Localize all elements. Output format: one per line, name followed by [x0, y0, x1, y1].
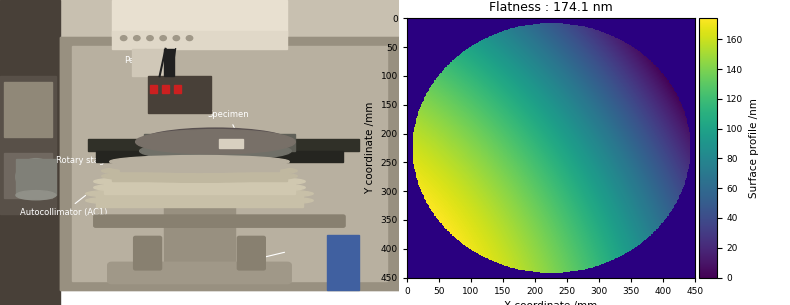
- Title: Flatness : 174.1 nm: Flatness : 174.1 nm: [489, 1, 613, 14]
- Bar: [0, 0, 60, 305]
- Bar: [164, 207, 235, 274]
- Ellipse shape: [102, 170, 297, 182]
- Circle shape: [160, 36, 167, 41]
- X-axis label: X coordinate /mm: X coordinate /mm: [504, 301, 598, 305]
- Circle shape: [147, 36, 153, 41]
- Bar: [120, 162, 280, 171]
- Bar: [96, 151, 343, 162]
- Bar: [174, 85, 181, 93]
- Bar: [16, 159, 56, 195]
- Text: Pentamirror: Pentamirror: [124, 56, 174, 79]
- Ellipse shape: [16, 159, 56, 195]
- Bar: [0, 0, 399, 37]
- Bar: [327, 235, 359, 290]
- Bar: [111, 0, 288, 37]
- Circle shape: [134, 36, 140, 41]
- Text: Specimen: Specimen: [208, 110, 249, 136]
- Bar: [164, 49, 174, 76]
- Y-axis label: Surface profile /nm: Surface profile /nm: [749, 98, 759, 198]
- Bar: [111, 171, 288, 181]
- FancyBboxPatch shape: [134, 236, 162, 270]
- Ellipse shape: [94, 181, 305, 194]
- Text: Rotary stage: Rotary stage: [56, 156, 169, 165]
- Circle shape: [173, 36, 179, 41]
- Bar: [162, 85, 169, 93]
- Bar: [4, 82, 52, 137]
- Bar: [96, 194, 303, 207]
- Y-axis label: Y coordinate /mm: Y coordinate /mm: [365, 102, 375, 194]
- Text: Autocollimator (AC2): Autocollimator (AC2): [140, 252, 284, 281]
- Ellipse shape: [86, 195, 313, 207]
- Bar: [88, 139, 359, 151]
- Ellipse shape: [16, 191, 56, 200]
- Bar: [0, 76, 56, 214]
- Bar: [72, 46, 387, 281]
- Bar: [111, 30, 288, 49]
- Bar: [60, 37, 399, 290]
- Text: Autocollimator (AC1): Autocollimator (AC1): [20, 196, 107, 217]
- Ellipse shape: [110, 160, 289, 172]
- Ellipse shape: [140, 128, 292, 156]
- Bar: [220, 139, 243, 148]
- Circle shape: [186, 36, 193, 41]
- Bar: [132, 49, 164, 76]
- FancyBboxPatch shape: [237, 236, 265, 270]
- Bar: [103, 181, 295, 194]
- Ellipse shape: [136, 130, 295, 154]
- FancyBboxPatch shape: [94, 215, 345, 227]
- Ellipse shape: [140, 142, 292, 160]
- Ellipse shape: [102, 165, 297, 177]
- Ellipse shape: [86, 188, 313, 200]
- Ellipse shape: [94, 175, 305, 188]
- Ellipse shape: [110, 156, 289, 168]
- Bar: [144, 134, 295, 151]
- Bar: [60, 37, 399, 290]
- FancyBboxPatch shape: [107, 262, 292, 284]
- Bar: [149, 85, 156, 93]
- Circle shape: [121, 36, 127, 41]
- Bar: [4, 152, 52, 198]
- Bar: [148, 76, 212, 113]
